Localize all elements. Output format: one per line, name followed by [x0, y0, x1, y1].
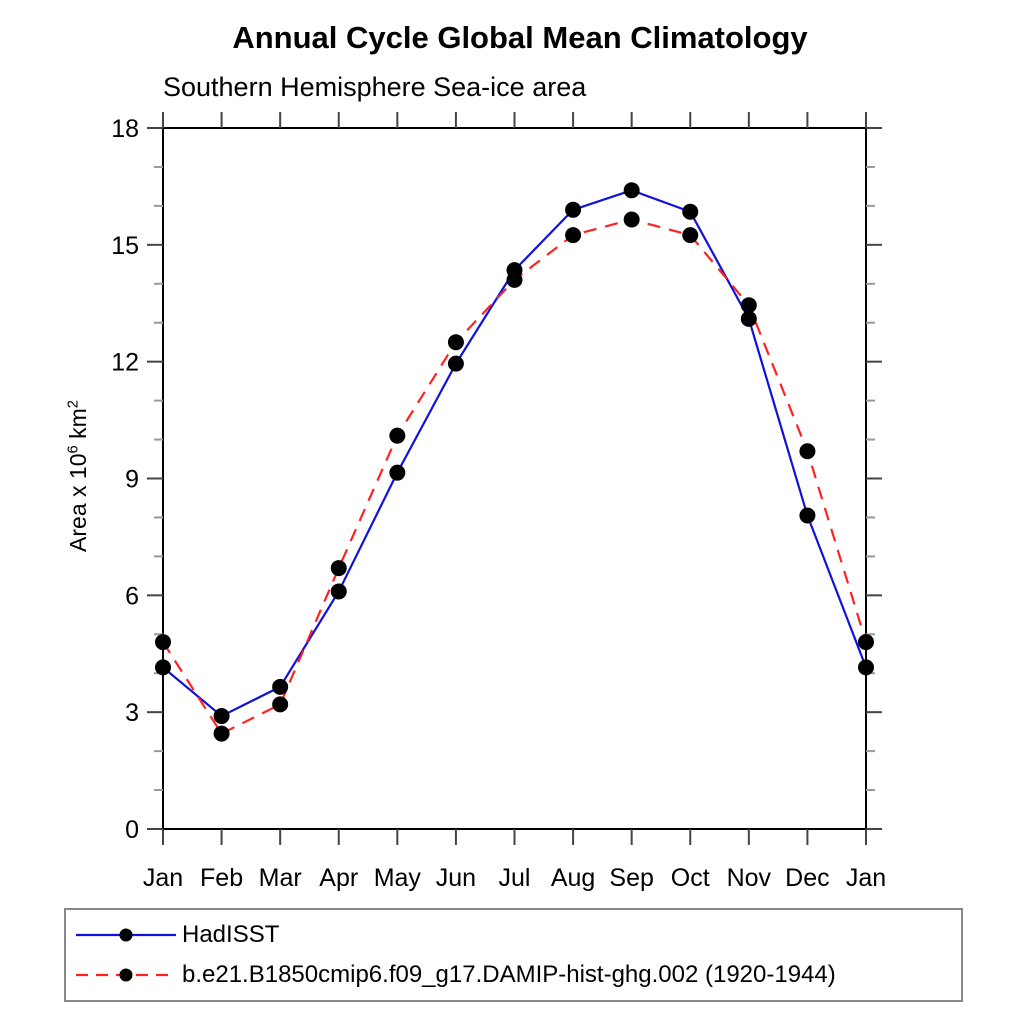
chart-title: Annual Cycle Global Mean Climatology [232, 20, 808, 55]
data-point-marker [858, 659, 874, 676]
data-point-marker [682, 203, 699, 220]
data-point-marker [155, 634, 171, 651]
legend-line-sample-dashed [76, 968, 176, 982]
data-point-marker [799, 507, 816, 524]
legend-box: HadISST b.e21.B1850cmip6.f09_g17.DAMIP-h… [64, 908, 963, 1002]
series-line-1 [162, 218, 868, 735]
x-tick-label: Nov [727, 864, 772, 892]
data-point-marker [389, 427, 406, 444]
series-markers-1 [155, 211, 874, 742]
legend-entry-observation: HadISST [74, 915, 961, 955]
y-axis: 0 3 6 9 12 15 18 [111, 115, 882, 844]
legend-label-model: b.e21.B1850cmip6.f09_g17.DAMIP-hist-ghg.… [182, 961, 836, 988]
data-point-marker [447, 355, 464, 372]
data-point-marker [740, 297, 757, 314]
legend-entry-model: b.e21.B1850cmip6.f09_g17.DAMIP-hist-ghg.… [74, 955, 961, 995]
legend-line-sample-solid [76, 928, 176, 942]
chart-subtitle: Southern Hemisphere Sea-ice area [163, 72, 587, 102]
data-point-marker [740, 310, 757, 327]
y-tick-label: 18 [111, 115, 139, 143]
y-tick-label: 0 [125, 816, 139, 844]
x-tick-label: Jan [846, 864, 886, 892]
y-tick-label: 15 [111, 232, 139, 260]
data-point-marker [623, 182, 640, 199]
x-tick-label: Jan [143, 864, 183, 892]
data-point-marker [330, 560, 347, 577]
legend-sample-marker [119, 968, 133, 982]
data-point-marker [213, 725, 230, 742]
data-point-marker [155, 659, 171, 676]
x-tick-label: May [374, 864, 422, 892]
data-point-marker [623, 211, 640, 228]
data-point-marker [506, 271, 523, 288]
data-point-marker [447, 334, 464, 351]
x-axis: Jan Feb Mar Apr May Jun Jul Aug Sep Oct Nov Dec Jan [143, 112, 886, 892]
data-point-marker [682, 227, 699, 244]
x-tick-label: Jun [436, 864, 476, 892]
axes [162, 127, 867, 830]
data-point-marker [389, 464, 406, 481]
x-tick-label: Mar [259, 864, 302, 892]
x-tick-label: Oct [671, 864, 710, 892]
x-tick-label: Aug [551, 864, 595, 892]
data-point-marker [330, 583, 347, 600]
x-tick-label: Apr [319, 864, 358, 892]
series-markers-0 [155, 182, 874, 725]
x-tick-label: Feb [200, 864, 243, 892]
x-tick-label: Dec [785, 864, 829, 892]
data-point-marker [565, 201, 582, 218]
y-tick-label: 6 [125, 582, 139, 610]
data-point-marker [565, 227, 582, 244]
y-tick-label: 9 [125, 466, 139, 494]
data-point-marker [213, 708, 230, 725]
x-tick-label: Sep [609, 864, 653, 892]
y-tick-label: 3 [125, 699, 139, 727]
data-point-marker [272, 678, 289, 695]
x-tick-label: Jul [499, 864, 531, 892]
data-point-marker [858, 634, 874, 651]
y-tick-label: 12 [111, 349, 139, 377]
legend-label-observation: HadISST [182, 921, 280, 948]
data-point-marker [272, 696, 289, 713]
data-point-marker [799, 443, 816, 460]
legend-sample-marker [119, 928, 133, 942]
